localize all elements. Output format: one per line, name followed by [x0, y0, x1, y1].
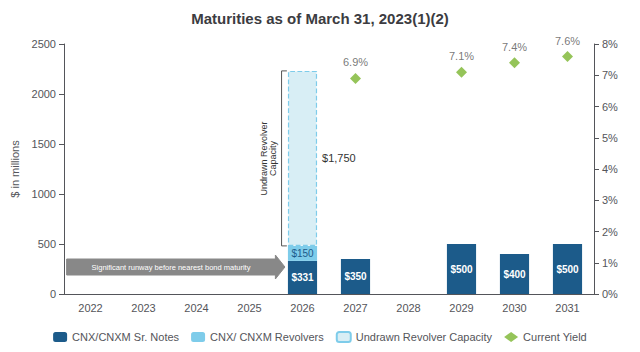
- svg-text:Significant runway before near: Significant runway before nearest bond m…: [92, 263, 251, 272]
- svg-text:4%: 4%: [602, 163, 618, 175]
- svg-text:Current Yield: Current Yield: [523, 331, 587, 343]
- svg-text:2027: 2027: [343, 302, 367, 314]
- svg-text:8%: 8%: [602, 38, 618, 50]
- svg-text:Maturities as of March 31, 202: Maturities as of March 31, 2023(1)(2): [191, 10, 449, 27]
- svg-text:$500: $500: [556, 264, 579, 275]
- svg-text:0: 0: [50, 288, 56, 300]
- svg-text:$500: $500: [450, 264, 473, 275]
- svg-text:7%: 7%: [602, 69, 618, 81]
- svg-text:0%: 0%: [602, 288, 618, 300]
- svg-text:3%: 3%: [602, 194, 618, 206]
- svg-text:2030: 2030: [502, 302, 526, 314]
- svg-text:2028: 2028: [396, 302, 420, 314]
- svg-text:2026: 2026: [290, 302, 314, 314]
- svg-text:2%: 2%: [602, 226, 618, 238]
- svg-text:2025: 2025: [237, 302, 261, 314]
- svg-text:1500: 1500: [32, 138, 56, 150]
- svg-text:2000: 2000: [32, 88, 56, 100]
- svg-text:2031: 2031: [555, 302, 579, 314]
- svg-text:2500: 2500: [32, 38, 56, 50]
- svg-text:7.1%: 7.1%: [449, 50, 474, 62]
- svg-text:7.6%: 7.6%: [555, 35, 580, 47]
- svg-text:2024: 2024: [184, 302, 208, 314]
- svg-text:6.9%: 6.9%: [343, 56, 368, 68]
- svg-text:$400: $400: [503, 269, 526, 280]
- svg-text:500: 500: [38, 238, 56, 250]
- svg-text:6%: 6%: [602, 101, 618, 113]
- svg-text:2029: 2029: [449, 302, 473, 314]
- svg-text:$1,750: $1,750: [322, 152, 356, 164]
- svg-text:Capacity: Capacity: [268, 140, 278, 176]
- svg-text:CNX/CNXM Sr. Notes: CNX/CNXM Sr. Notes: [72, 331, 179, 343]
- svg-text:$150: $150: [291, 248, 314, 259]
- svg-text:7.4%: 7.4%: [502, 41, 527, 53]
- svg-text:Undrawn Revolver: Undrawn Revolver: [259, 121, 270, 196]
- svg-text:2023: 2023: [131, 302, 155, 314]
- svg-text:1000: 1000: [32, 188, 56, 200]
- svg-text:2022: 2022: [78, 302, 102, 314]
- svg-text:5%: 5%: [602, 132, 618, 144]
- svg-text:CNX/ CNXM Revolvers: CNX/ CNXM Revolvers: [210, 331, 324, 343]
- svg-text:1%: 1%: [602, 257, 618, 269]
- svg-text:$331: $331: [291, 272, 314, 283]
- svg-text:$350: $350: [344, 271, 367, 282]
- svg-text:$ in millions: $ in millions: [9, 140, 21, 198]
- svg-text:Undrawn Revolver Capacity: Undrawn Revolver Capacity: [356, 331, 493, 343]
